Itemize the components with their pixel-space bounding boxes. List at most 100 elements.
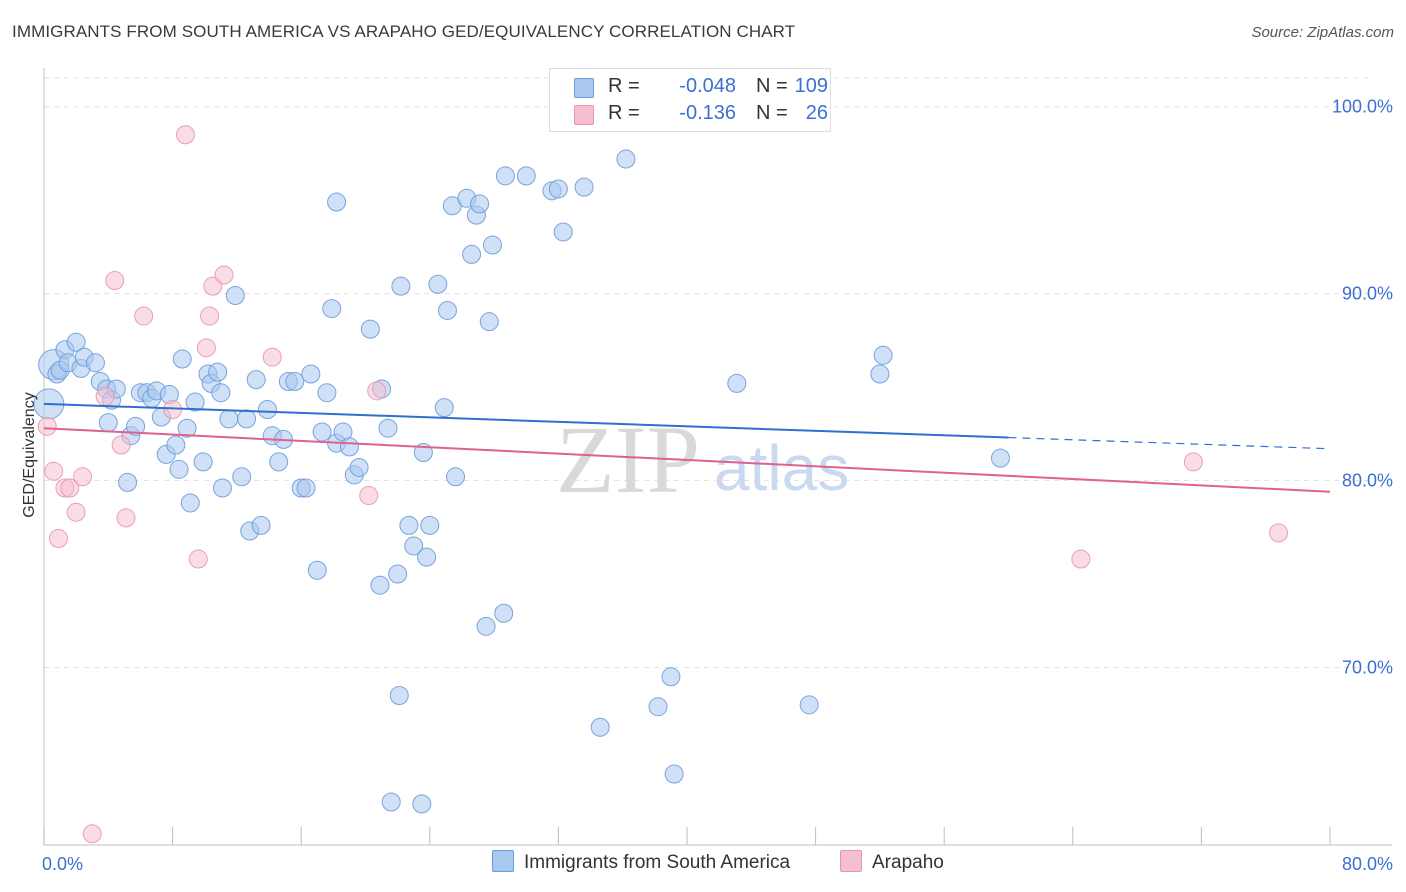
arapaho-point: [111, 435, 131, 455]
blue-swatch: [492, 850, 514, 872]
south-america-point: [727, 373, 747, 393]
watermark-atlas: atlas: [714, 432, 849, 504]
arapaho-point: [359, 485, 379, 505]
south-america-point: [126, 416, 146, 436]
south-america-point: [360, 319, 380, 339]
south-america-point: [185, 392, 205, 412]
arapaho-point: [188, 549, 208, 569]
r-value: -0.136: [679, 102, 736, 124]
south-america-point: [193, 452, 213, 472]
south-america-point: [399, 515, 419, 535]
south-america-point: [172, 349, 192, 369]
r-value: -0.048: [679, 75, 736, 97]
y-axis-label: GED/Equivalency: [21, 392, 38, 517]
south-america-point: [98, 413, 118, 433]
y-tick-label: 100.0%: [1332, 97, 1393, 117]
south-america-point: [219, 409, 239, 429]
axes: [43, 68, 1392, 846]
south-america-point: [339, 437, 359, 457]
south-america-point: [169, 459, 189, 479]
blue-swatch: [574, 78, 594, 98]
n-label: N =: [756, 102, 788, 124]
y-tick-label: 70.0%: [1342, 657, 1393, 677]
south-america-point: [180, 493, 200, 513]
south-america-point: [66, 332, 86, 352]
south-america-point: [428, 274, 448, 294]
south-america-point: [301, 364, 321, 384]
south-america-point: [225, 286, 245, 305]
x-tick-label-min: 0.0%: [42, 854, 83, 874]
south-america-point: [417, 547, 437, 567]
south-america-point: [479, 312, 499, 332]
south-america-point: [211, 383, 231, 403]
arapaho-point: [82, 824, 102, 844]
arapaho-point: [175, 125, 195, 145]
pink-swatch: [840, 850, 862, 872]
n-value: 26: [805, 102, 828, 124]
south-america-point: [553, 222, 573, 242]
chart-title: IMMIGRANTS FROM SOUTH AMERICA VS ARAPAHO…: [12, 22, 796, 41]
south-america-point: [237, 409, 257, 429]
arapaho-point: [44, 461, 64, 481]
south-america-point: [494, 603, 514, 623]
n-value: 109: [794, 75, 828, 97]
arapaho-point: [262, 347, 282, 367]
south-america-point: [446, 467, 466, 487]
south-america-point: [873, 345, 893, 365]
arapaho-point: [116, 508, 136, 528]
south-america-point: [664, 764, 684, 784]
arapaho-point: [200, 306, 220, 326]
south-america-point: [434, 398, 454, 418]
south-america-point: [590, 717, 610, 737]
legend-label: Arapaho: [872, 852, 944, 873]
south-america-point: [246, 370, 266, 390]
south-america-point: [212, 478, 232, 498]
south-america-point: [208, 362, 228, 382]
south-america-point: [412, 794, 432, 814]
south-america-point: [327, 192, 347, 212]
south-america-point: [389, 685, 409, 705]
south-america-point: [257, 400, 277, 420]
south-america-point: [462, 244, 482, 264]
arapaho-point: [66, 502, 86, 522]
south-america-point: [470, 194, 490, 214]
legend-item-arapaho: Arapaho: [840, 850, 944, 874]
south-america-point: [166, 435, 186, 455]
legend-item-south-america: Immigrants from South America: [492, 850, 790, 874]
grid-lines: [44, 77, 1370, 668]
south-america-point: [495, 166, 515, 186]
arapaho-point: [95, 386, 115, 406]
south-america-point: [307, 560, 327, 580]
arapaho-trend-line: [43, 427, 1331, 493]
arapaho-point: [60, 478, 80, 498]
r-label: R =: [608, 75, 640, 97]
south-america-point: [990, 448, 1010, 468]
arapaho-point: [134, 306, 154, 326]
x-tick-label-max: 80.0%: [1342, 854, 1393, 874]
south-america-point: [476, 616, 496, 636]
arapaho-point: [196, 338, 216, 358]
source-note: Source: ZipAtlas.com: [1251, 24, 1394, 41]
south-america-point: [232, 467, 252, 487]
arapaho-point: [203, 276, 223, 296]
y-tick-label: 90.0%: [1342, 284, 1393, 304]
arapaho-point: [1269, 523, 1289, 543]
arapaho-point: [105, 271, 125, 291]
south-america-point: [177, 418, 197, 438]
south-america-point: [548, 179, 568, 199]
south-america-point: [317, 383, 337, 403]
south-america-point: [799, 695, 819, 715]
south-america-point: [391, 276, 411, 296]
south-america-point: [349, 457, 369, 477]
pink-swatch: [574, 105, 594, 125]
south-america-point: [516, 166, 536, 186]
south-america-point: [574, 177, 594, 197]
south-america-point: [285, 371, 305, 391]
south-america-point: [420, 515, 440, 535]
watermark: ZIP atlas: [556, 406, 849, 513]
arapaho-point: [1071, 549, 1091, 569]
arapaho-point: [1183, 452, 1203, 472]
r-label: R =: [608, 102, 640, 124]
n-label: N =: [756, 75, 788, 97]
south-america-point: [269, 452, 289, 472]
